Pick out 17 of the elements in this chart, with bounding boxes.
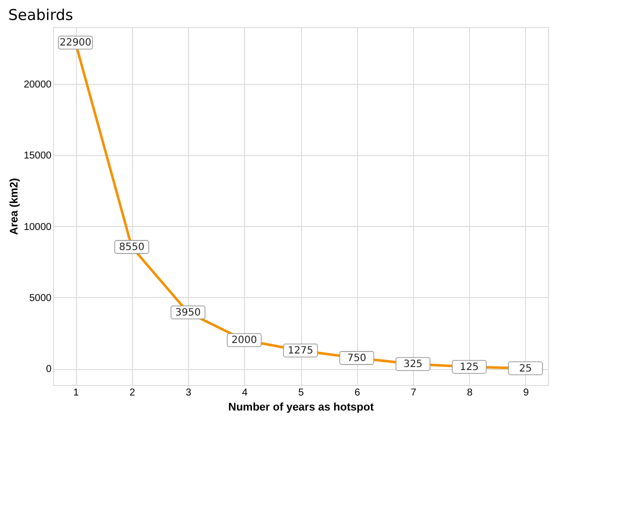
x-tick-label: 5 xyxy=(298,388,304,398)
y-tick-label: 20000 xyxy=(24,79,52,90)
y-tick-label: 10000 xyxy=(24,222,52,233)
y-tick-label: 15000 xyxy=(24,150,52,162)
y-tick-label: 0 xyxy=(46,364,52,376)
x-tick-label: 2 xyxy=(129,388,136,398)
x-tick-label: 7 xyxy=(410,388,417,398)
x-tick-label: 8 xyxy=(466,388,473,398)
x-tick-label: 6 xyxy=(354,388,360,398)
x-axis-title: Number of years as hotspot xyxy=(228,402,374,414)
y-tick-label: 5000 xyxy=(29,292,52,304)
x-tick-label: 4 xyxy=(242,388,248,398)
y-axis-title: Area (km2) xyxy=(8,178,21,235)
x-tick-label: 3 xyxy=(186,388,192,398)
x-tick-label: 9 xyxy=(523,388,530,398)
chart-title: Seabirds xyxy=(8,6,74,24)
x-tick-label: 1 xyxy=(73,388,80,398)
